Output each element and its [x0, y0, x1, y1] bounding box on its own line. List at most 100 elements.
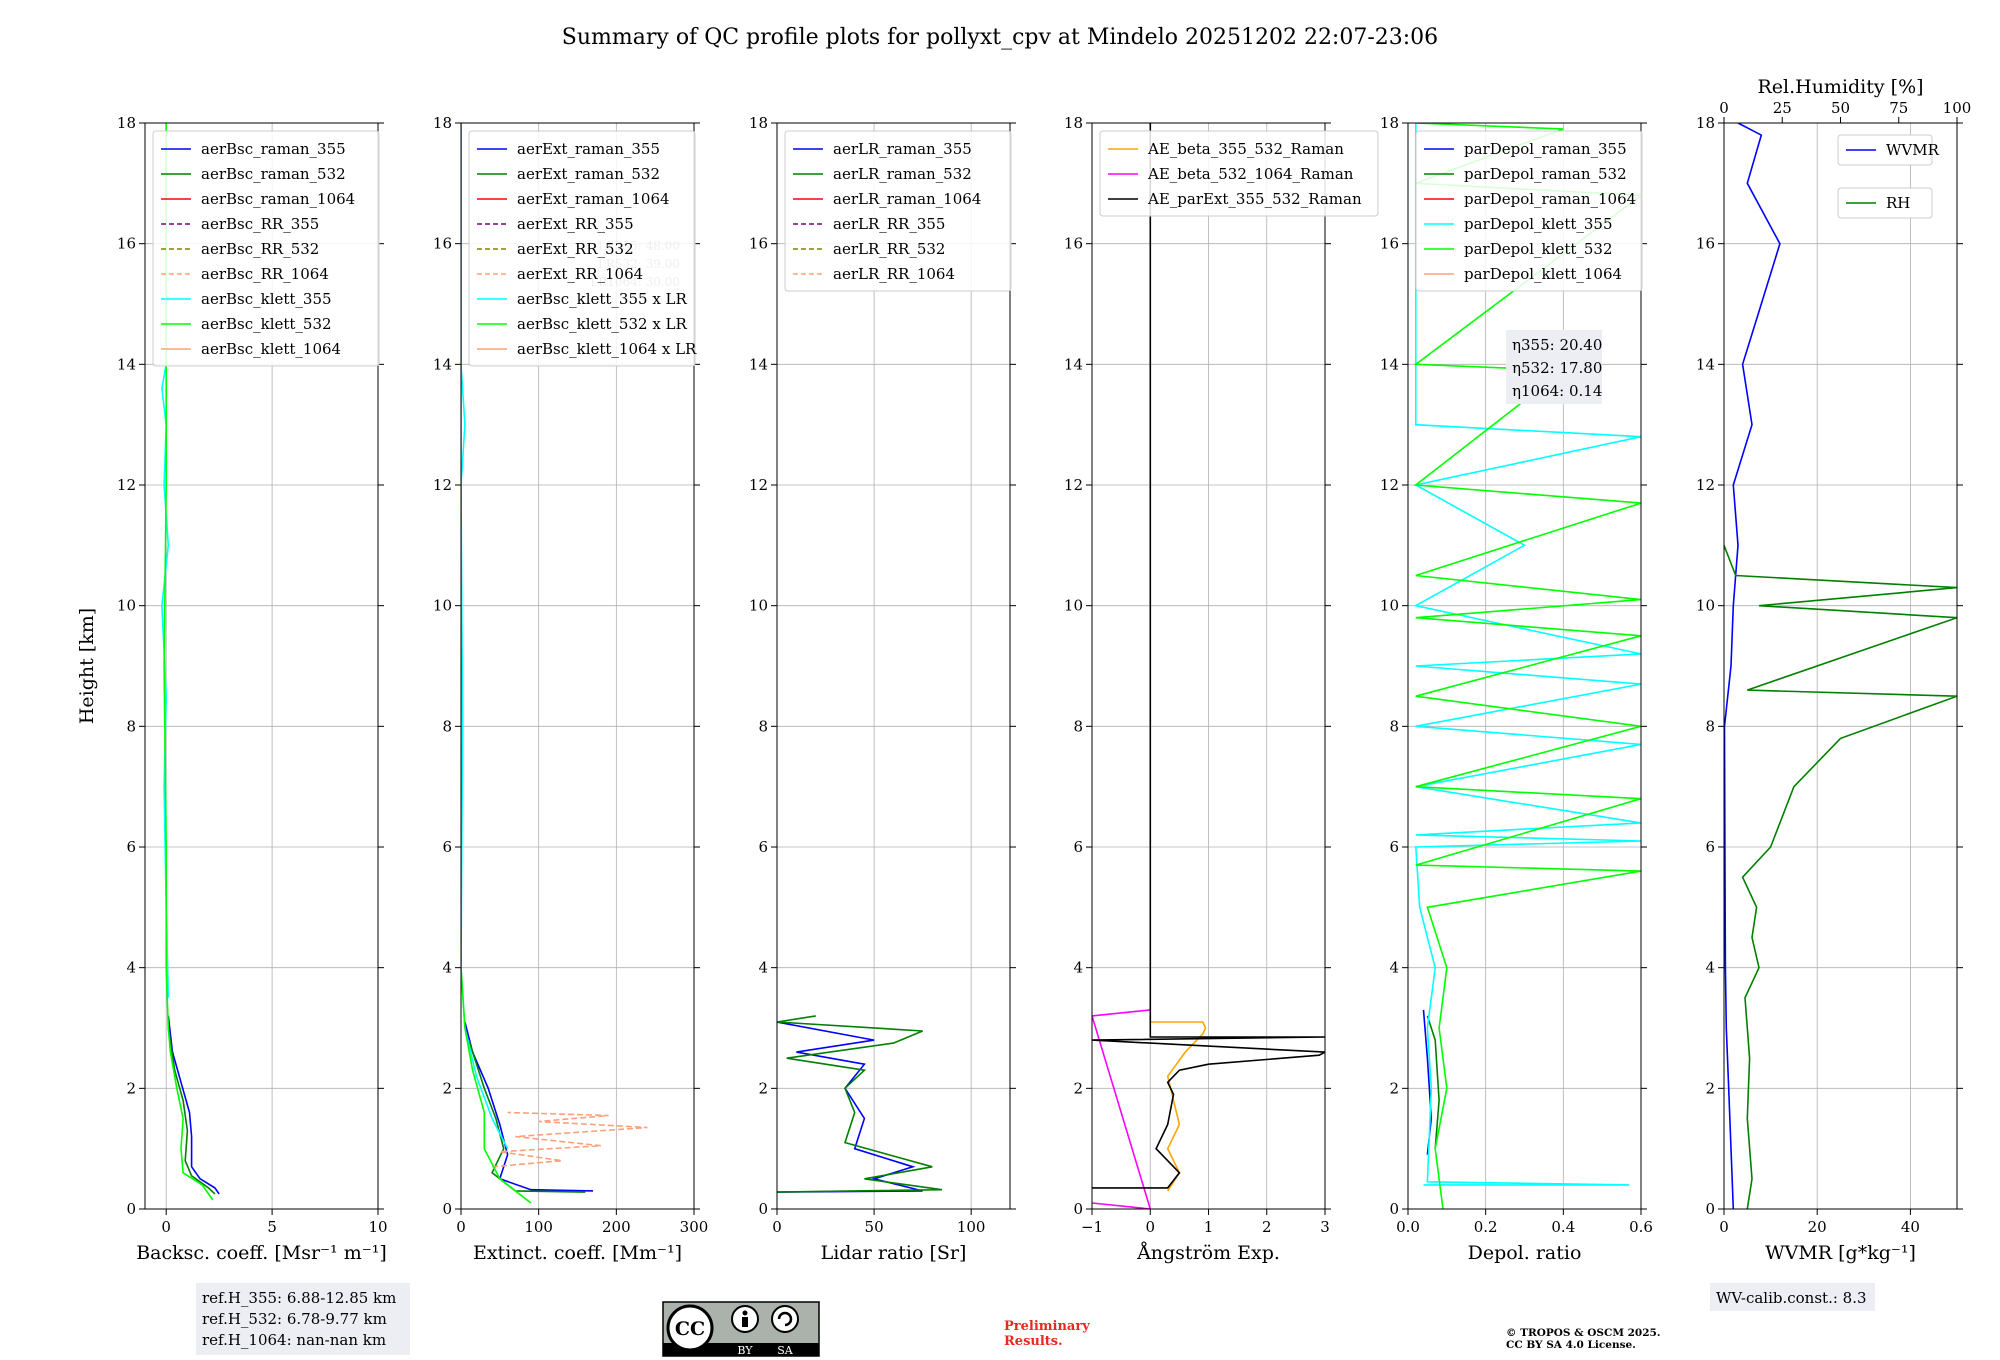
- y-tick-label: 4: [1073, 959, 1083, 977]
- legend-entry-label: aerBsc_klett_532: [201, 315, 332, 333]
- y-tick-label: 6: [126, 838, 136, 856]
- y-tick-label: 10: [117, 597, 136, 615]
- y-tick-label: 0: [442, 1200, 452, 1218]
- x-tick-label: 100: [957, 1218, 986, 1236]
- series-group: [1724, 123, 1957, 1209]
- y-tick-label: 6: [1389, 838, 1399, 856]
- series-line-aerext-rr-1064: [492, 1111, 648, 1168]
- x-tick-label: 1: [1204, 1218, 1214, 1236]
- legend-entry-label: aerBsc_klett_1064 x LR: [517, 340, 697, 358]
- panel-depol: 0 2 4 6 8 10 12 14 16 18 0.0 0.2 0.4 0.6 Depol. ratio η…: [1380, 114, 1653, 1264]
- y-tick-label: 6: [758, 838, 768, 856]
- series-line-aerbsc-klett-532-x-lr: [461, 123, 532, 1204]
- series-line-aerlr-raman-355: [777, 1021, 923, 1193]
- legend-entry-label: AE_parExt_355_532_Raman: [1147, 190, 1362, 208]
- x-tick-label: 10: [368, 1218, 387, 1236]
- x-tick-label: 0.6: [1629, 1218, 1653, 1236]
- y-tick-label: 10: [749, 597, 768, 615]
- y-tick-label: 6: [442, 838, 452, 856]
- x-axis-label: Ångström Exp.: [1136, 1242, 1280, 1264]
- y-tick-label: 12: [1064, 476, 1083, 494]
- series-line-wvmr: [1724, 123, 1781, 1209]
- y-tick-label: 0: [1389, 1200, 1399, 1218]
- y-tick-label: 18: [749, 114, 768, 132]
- ref-height-line: ref.H_355: 6.88-12.85 km: [202, 1289, 396, 1307]
- x-tick-label: 2: [1262, 1218, 1272, 1236]
- y-tick-label: 14: [1380, 355, 1399, 373]
- sa-arrow: [777, 1311, 793, 1327]
- top-tick-label: 50: [1831, 99, 1850, 117]
- legend-entry-label: aerExt_RR_532: [517, 240, 634, 258]
- y-tick-label: 0: [1073, 1200, 1083, 1218]
- x-tick-label: 50: [865, 1218, 884, 1236]
- legend-box: [1415, 130, 1643, 292]
- legend-entry-label: aerBsc_raman_532: [201, 165, 346, 183]
- y-tick-label: 14: [433, 355, 452, 373]
- y-axis-label: Height [km]: [76, 608, 98, 724]
- legend-entry-label: aerBsc_RR_1064: [201, 265, 329, 283]
- top-tick-label: 75: [1889, 99, 1908, 117]
- ref-height-box: [196, 1283, 410, 1355]
- series-line-ae-beta-355-532-raman: [1150, 1021, 1207, 1192]
- x-tick-label: 0: [161, 1218, 171, 1236]
- x-tick-label: 300: [680, 1218, 709, 1236]
- wv-calib-const: WV-calib.const.: 8.3: [1716, 1289, 1867, 1307]
- y-tick-label: 10: [1380, 597, 1399, 615]
- axes-frame: [776, 122, 1011, 1210]
- legend-entry-label: aerBsc_raman_355: [201, 140, 346, 158]
- legend-box: [468, 130, 696, 367]
- y-tick-label: 2: [758, 1079, 768, 1097]
- y-tick-label: 14: [749, 355, 768, 373]
- y-tick-label: 16: [1064, 235, 1083, 253]
- legend-entry-label: aerBsc_klett_355: [201, 290, 332, 308]
- legend-entry-label: aerBsc_klett_355 x LR: [517, 290, 688, 308]
- preliminary-notice: Preliminary: [1004, 1319, 1090, 1334]
- eta-annotation-line: η1064: 0.14: [1512, 382, 1602, 400]
- y-tick-label: 6: [1705, 838, 1715, 856]
- legend-entry-label: aerBsc_raman_1064: [201, 190, 355, 208]
- legend-box: [152, 130, 380, 367]
- top-axis-label: Rel.Humidity [%]: [1757, 76, 1923, 98]
- series-line-aerbsc-klett-532: [163, 123, 214, 1201]
- y-tick-label: 14: [1696, 355, 1715, 373]
- y-tick-label: 12: [117, 476, 136, 494]
- grid: [1723, 122, 1957, 1210]
- wv-calib-box: [1710, 1283, 1875, 1311]
- y-tick-label: 8: [442, 717, 452, 735]
- series-group: [777, 1015, 943, 1193]
- series-line-aerlr-raman-532: [777, 1015, 943, 1193]
- y-tick-label: 14: [1064, 355, 1083, 373]
- x-tick-label: 100: [524, 1218, 553, 1236]
- series-line-aerext-raman-355: [464, 1021, 594, 1192]
- x-tick-label: 200: [602, 1218, 631, 1236]
- series-line-pardepol-klett-532: [1413, 123, 1641, 1209]
- y-tick-label: 4: [1389, 959, 1399, 977]
- by-person-body: [742, 1317, 748, 1327]
- y-tick-label: 16: [1380, 235, 1399, 253]
- y-tick-label: 18: [433, 114, 452, 132]
- legend-entry-label: aerExt_raman_532: [517, 165, 660, 183]
- figure-title: Summary of QC profile plots for pollyxt_…: [562, 25, 1438, 50]
- legend-entry-label: aerBsc_klett_532 x LR: [517, 315, 688, 333]
- legend-entry-label: aerBsc_klett_1064: [201, 340, 341, 358]
- y-tick-label: 0: [758, 1200, 768, 1218]
- legend-entry-label: AE_beta_355_532_Raman: [1147, 140, 1344, 158]
- ref-height-line: ref.H_532: 6.78-9.77 km: [202, 1310, 387, 1328]
- y-tick-label: 2: [1389, 1079, 1399, 1097]
- legend-entry-label: aerBsc_RR_355: [201, 215, 319, 233]
- y-tick-label: 4: [1705, 959, 1715, 977]
- series-line-rh: [1724, 545, 1957, 1209]
- series-line-aerbsc-raman-355: [167, 1015, 220, 1195]
- x-axis-label: WVMR [g*kg⁻¹]: [1765, 1242, 1916, 1264]
- legend-entry-label: aerLR_RR_355: [833, 215, 945, 233]
- y-tick-label: 8: [1073, 717, 1083, 735]
- legend-entry-label: aerLR_RR_532: [833, 240, 945, 258]
- legend-entry-label: aerLR_RR_1064: [833, 265, 955, 283]
- y-tick-label: 18: [1696, 114, 1715, 132]
- y-tick-label: 2: [126, 1079, 136, 1097]
- preliminary-notice: Results.: [1004, 1334, 1063, 1349]
- y-tick-label: 10: [1696, 597, 1715, 615]
- legend-entry-label: parDepol_klett_355: [1464, 215, 1613, 233]
- y-tick-label: 2: [442, 1079, 452, 1097]
